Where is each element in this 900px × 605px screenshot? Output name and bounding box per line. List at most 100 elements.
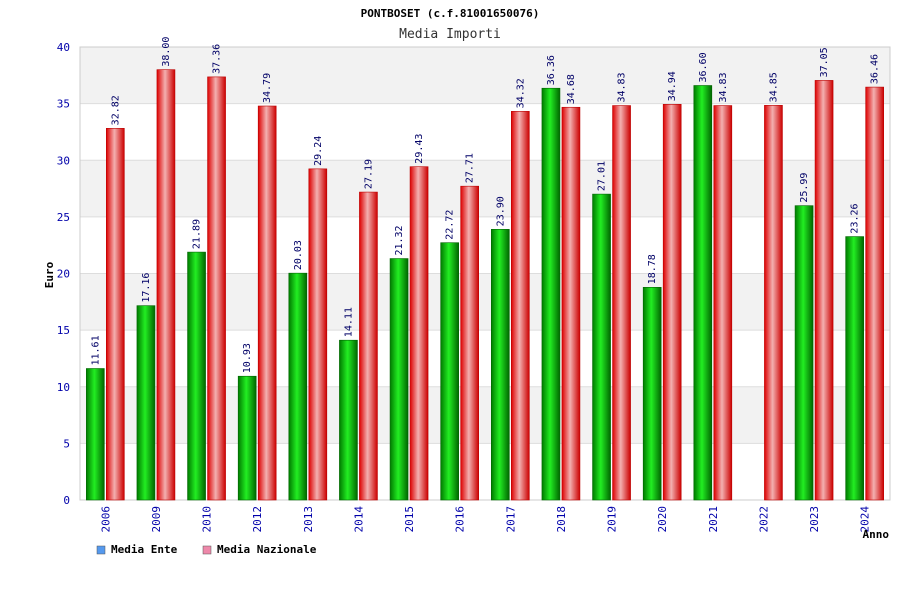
data-label-media-ente: 36.60 — [698, 52, 709, 82]
data-label-media-nazionale: 34.83 — [617, 72, 628, 102]
y-tick-label: 30 — [57, 154, 70, 167]
x-tick-label: 2022 — [757, 506, 770, 533]
data-label-media-nazionale: 36.46 — [870, 54, 881, 84]
y-tick-label: 15 — [57, 324, 70, 337]
bar-media-nazionale — [511, 111, 530, 501]
x-tick-label: 2016 — [454, 506, 467, 533]
legend-swatch — [96, 545, 106, 555]
bar-media-ente — [288, 272, 308, 501]
bar-media-ente — [693, 85, 713, 501]
data-label-media-nazionale: 29.24 — [313, 136, 324, 166]
x-tick-label: 2015 — [403, 506, 416, 533]
bars-group — [86, 69, 884, 501]
legend-label: Media Nazionale — [217, 543, 317, 556]
data-label-media-ente: 17.16 — [141, 273, 152, 303]
data-label-media-nazionale: 34.94 — [667, 71, 678, 101]
data-label-media-ente: 21.89 — [192, 219, 203, 249]
y-tick-label: 20 — [57, 268, 70, 281]
bar-media-nazionale — [207, 76, 226, 501]
x-tick-label: 2020 — [656, 506, 669, 533]
value-labels-group: 11.61 32.82 17.16 38.00 21.89 37.36 10.93 34.79… — [90, 37, 880, 374]
bar-media-ente — [237, 375, 257, 501]
x-tick-label: 2018 — [555, 506, 568, 533]
bar-media-ente — [541, 87, 561, 501]
y-tick-label: 0 — [63, 494, 70, 507]
data-label-media-nazionale: 34.83 — [718, 72, 729, 102]
bar-media-ente — [845, 236, 864, 501]
x-axis-label: Anno — [863, 528, 890, 541]
bar-media-ente — [187, 251, 206, 501]
bar-media-ente — [642, 287, 662, 501]
y-tick-label: 10 — [57, 381, 70, 394]
legend-label: Media Ente — [111, 543, 178, 556]
bar-media-nazionale — [409, 166, 429, 501]
bar-media-nazionale — [359, 191, 378, 501]
data-label-media-nazionale: 34.68 — [566, 74, 577, 104]
bar-media-ente — [440, 242, 459, 501]
bar-media-ente — [86, 368, 105, 501]
bar-media-nazionale — [460, 185, 479, 501]
data-label-media-ente: 36.36 — [546, 55, 557, 85]
x-tick-label: 2009 — [150, 506, 163, 533]
y-tick-label: 35 — [57, 98, 70, 111]
x-tick-label: 2013 — [302, 506, 315, 533]
data-label-media-ente: 20.03 — [293, 240, 304, 270]
data-label-media-ente: 18.78 — [647, 254, 658, 284]
legend: Media Ente Media Nazionale — [96, 543, 317, 556]
y-tick-label: 25 — [57, 211, 70, 224]
plot-frame — [79, 46, 891, 501]
bar-media-ente — [491, 229, 510, 501]
x-tick-label: 2024 — [859, 506, 872, 533]
data-label-media-ente: 23.26 — [850, 203, 861, 233]
bar-media-nazionale — [764, 105, 783, 501]
bar-media-ente — [136, 305, 156, 501]
x-tick-label: 2012 — [251, 506, 264, 533]
x-tick-label: 2023 — [808, 506, 821, 533]
data-label-media-ente: 22.72 — [445, 210, 456, 240]
bar-media-ente — [389, 258, 409, 501]
data-label-media-nazionale: 34.79 — [262, 73, 273, 103]
data-label-media-nazionale: 27.71 — [465, 153, 476, 183]
data-label-media-ente: 14.11 — [343, 307, 354, 337]
x-tick-label: 2019 — [606, 506, 619, 533]
legend-swatch — [202, 545, 212, 555]
y-tick-label: 40 — [57, 41, 70, 54]
bar-media-ente — [592, 193, 611, 501]
bar-media-nazionale — [865, 86, 884, 501]
y-axis-ticks: 0 5 10 15 20 25 30 35 40 — [57, 41, 70, 507]
bar-media-nazionale — [106, 128, 125, 501]
x-tick-label: 2006 — [99, 506, 112, 533]
x-tick-label: 2017 — [504, 506, 517, 533]
x-tick-label: 2014 — [352, 506, 365, 533]
x-tick-label: 2010 — [201, 506, 214, 533]
bar-media-ente — [339, 339, 358, 501]
data-label-media-ente: 23.90 — [495, 196, 506, 226]
x-tick-label: 2021 — [707, 506, 720, 533]
data-label-media-nazionale: 37.36 — [212, 44, 223, 74]
bar-media-nazionale — [308, 168, 328, 501]
y-tick-label: 5 — [63, 437, 70, 450]
data-label-media-nazionale: 38.00 — [161, 37, 172, 67]
bar-media-nazionale — [612, 105, 631, 501]
data-label-media-nazionale: 37.05 — [819, 47, 830, 77]
bar-media-nazionale — [662, 104, 682, 501]
data-label-media-ente: 27.01 — [597, 161, 608, 191]
data-label-media-nazionale: 34.32 — [515, 78, 526, 108]
data-label-media-ente: 25.99 — [799, 173, 810, 203]
bar-media-nazionale — [713, 105, 733, 501]
bar-media-ente — [794, 205, 814, 501]
data-label-media-nazionale: 29.43 — [414, 134, 425, 164]
chart-title: PONTBOSET (c.f.81001650076) — [361, 7, 540, 20]
bar-media-nazionale — [561, 106, 581, 501]
data-label-media-ente: 11.61 — [90, 335, 101, 365]
x-axis-ticks: 2006 2009 2010 2012 2013 2014 2015 2016 2017 2018… — [99, 506, 871, 533]
data-label-media-ente: 10.93 — [242, 343, 253, 373]
y-axis-label: Euro — [43, 261, 56, 288]
bar-media-nazionale — [257, 105, 277, 501]
bar-media-nazionale — [156, 69, 176, 501]
chart-subtitle: Media Importi — [399, 27, 501, 42]
data-label-media-nazionale: 32.82 — [110, 95, 121, 125]
data-label-media-ente: 21.32 — [394, 225, 405, 255]
